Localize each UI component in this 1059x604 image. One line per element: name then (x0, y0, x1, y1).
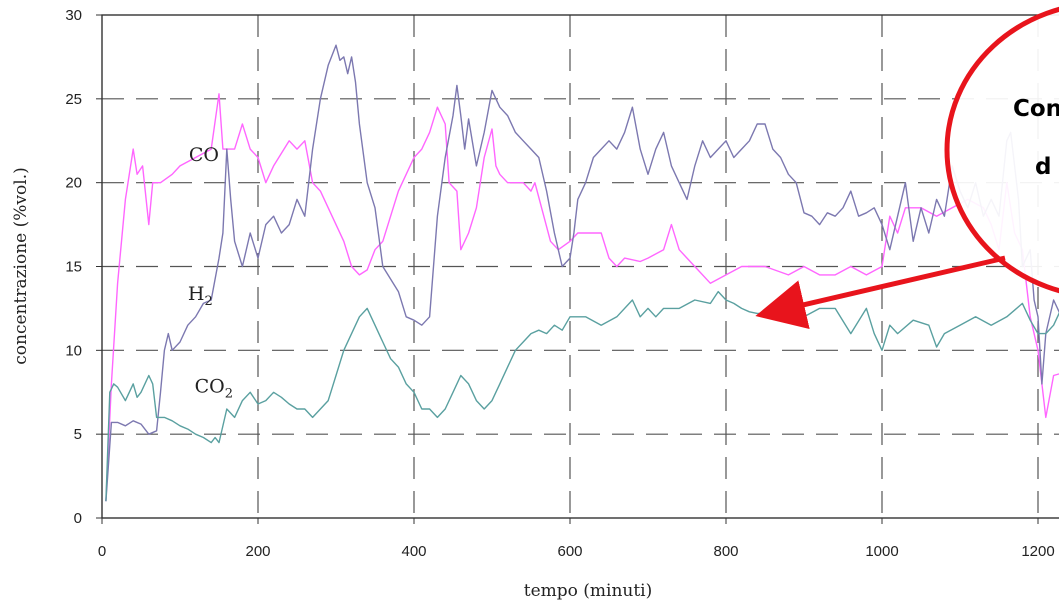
series-layer (105, 44, 1059, 502)
y-tick-label: 30 (65, 7, 82, 24)
series-line-co2 (105, 290, 1059, 502)
grid (102, 15, 1059, 518)
y-tick-label: 15 (65, 259, 82, 276)
x-tick-label: 400 (401, 543, 426, 560)
y-axis-title: concentrazione (%vol.) (11, 167, 31, 364)
x-tick-label: 600 (557, 543, 582, 560)
callout-annotation: CondI (755, 6, 1059, 330)
callout-text-line: d (1035, 154, 1051, 180)
series-label-co: CO (189, 144, 219, 166)
y-tick-label: 5 (74, 426, 82, 443)
y-tick-label: 20 (65, 175, 82, 192)
series-label-co2: CO2 (195, 375, 233, 401)
callout-text-line: Con (1013, 96, 1059, 122)
axes: 0 200 400 600 800 1000 1200 0 5 10 15 20 25 30 (65, 7, 1059, 560)
callout-circle (944, 6, 1059, 294)
x-tick-label: 800 (713, 543, 738, 560)
x-tick-label: 200 (245, 543, 270, 560)
y-tick-label: 25 (65, 91, 82, 108)
series-line-h2 (105, 44, 1059, 502)
callout-arrow (755, 255, 1006, 330)
y-tick-label: 0 (74, 510, 82, 527)
x-tick-label: 0 (98, 543, 106, 560)
x-tick-label: 1200 (1021, 543, 1054, 560)
plot-frame (101, 14, 1059, 519)
series-label-h2: H2 (188, 283, 213, 309)
series-labels: CO H2 CO2 (188, 144, 233, 401)
y-tick-label: 10 (65, 342, 82, 359)
series-line-co (105, 93, 1059, 502)
x-axis-title: tempo (minuti) (524, 581, 653, 601)
x-tick-label: 1000 (865, 543, 898, 560)
